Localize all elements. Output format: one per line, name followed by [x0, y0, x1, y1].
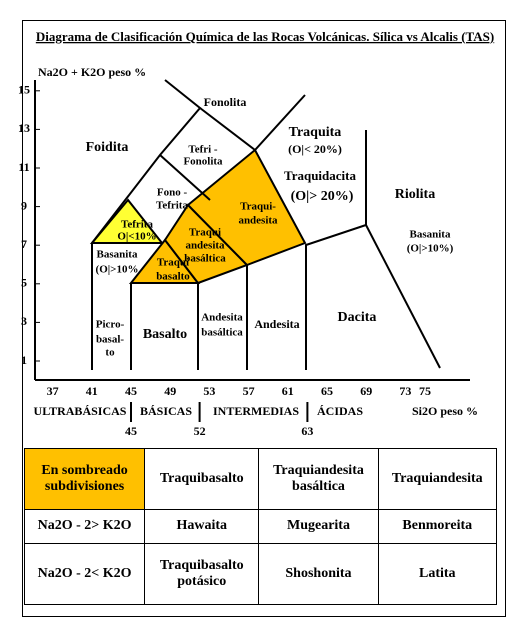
- region-label: Picro-: [96, 319, 125, 331]
- group-limit-label: 52: [194, 424, 206, 438]
- table: En sombreado subdivisiones Traquibasalto T…: [23, 448, 498, 605]
- table-cell: En sombreado subdivisiones: [23, 448, 146, 510]
- x-tick-label: 69: [360, 384, 372, 398]
- x-tick-label: 61: [282, 384, 294, 398]
- x-tick-label: 75: [419, 384, 431, 398]
- boundary: [159, 154, 211, 201]
- table-cell: Traquiandesita: [377, 448, 498, 510]
- traquiandesita-area: [186, 148, 307, 267]
- region-label: Basanita: [410, 229, 451, 241]
- x-axis-label: Si2O peso %: [412, 404, 478, 418]
- x-tick-label: 65: [321, 384, 333, 398]
- boundary: [199, 94, 306, 152]
- tas-diagram: Diagrama de Clasificación Química de las…: [18, 29, 494, 438]
- region-label: (O|>10%): [407, 243, 454, 255]
- y-tick-label: 1: [21, 353, 27, 367]
- region-label: Tefrita: [121, 219, 153, 231]
- region-label: Foidita: [86, 140, 129, 155]
- table-cell: Na2O - 2> K2O: [23, 508, 146, 545]
- x-tick-label: 41: [86, 384, 98, 398]
- x-tick-label: 73: [399, 384, 411, 398]
- table-cell: Latita: [377, 543, 498, 605]
- x-tick-label: 57: [243, 384, 255, 398]
- silica-group: ULTRABÁSICAS: [34, 404, 127, 418]
- x-tick-label: 49: [164, 384, 176, 398]
- region-label: (O|> 20%): [291, 189, 354, 204]
- region-label: Tefrita: [156, 200, 188, 212]
- region-label: Basanita: [97, 249, 138, 261]
- region-label: basáltica: [184, 253, 226, 265]
- region-label: Andesita: [254, 317, 299, 331]
- region-label: Traquita: [289, 125, 342, 140]
- y-tick-label: 15: [18, 83, 30, 97]
- region-label: andesita: [238, 215, 278, 227]
- x-tick-label: 45: [125, 384, 137, 398]
- boundary: [305, 130, 367, 370]
- region-label: Andesita: [201, 312, 243, 324]
- silica-group: ÁCIDAS: [317, 404, 363, 418]
- y-tick-label: 5: [21, 276, 27, 290]
- x-tick-label: 37: [47, 384, 59, 398]
- tefrita-area: [89, 198, 165, 244]
- region-label: Traqui: [157, 257, 189, 269]
- region-label: Tefri -: [188, 144, 218, 156]
- region-label: basáltica: [201, 327, 243, 339]
- region-label: Traqui: [189, 227, 221, 239]
- region-label: (O|< 20%): [288, 142, 342, 156]
- y-tick-label: 7: [21, 237, 27, 251]
- y-tick-label: 11: [18, 160, 29, 174]
- y-axis-label: Na2O + K2O peso %: [38, 65, 146, 79]
- title: Diagrama de Clasificación Química de las…: [36, 29, 494, 44]
- y-tick-label: 3: [21, 314, 27, 328]
- silica-group: INTERMEDIAS: [213, 404, 299, 418]
- group-limit-label: 45: [125, 424, 137, 438]
- table-row: Na2O - 2> K2O Hawaita Mugearita Benmoreita: [23, 508, 498, 545]
- region-label: Traquidacita: [284, 168, 356, 183]
- table-cell: Shoshonita: [258, 543, 379, 605]
- region-label: Traqui-: [240, 201, 276, 213]
- region-label: basalto: [156, 271, 190, 283]
- y-tick-label: 13: [18, 121, 30, 135]
- table-cell: Benmoreita: [377, 508, 498, 545]
- region-label: Fonolita: [183, 156, 223, 168]
- table-row: En sombreado subdivisiones Traquibasalto T…: [23, 448, 498, 510]
- region-label: Fono -: [157, 187, 188, 199]
- region-label: Dacita: [338, 310, 377, 325]
- region-label: Fonolita: [204, 95, 247, 109]
- table-cell: Traquibasalto potásico: [144, 543, 260, 605]
- table-cell: Mugearita: [258, 508, 379, 545]
- boundary: [365, 224, 441, 369]
- region-label: andesita: [185, 240, 225, 252]
- region-label: O|<10%: [117, 231, 156, 243]
- region-label: to: [105, 347, 115, 359]
- region-label: Basalto: [143, 327, 187, 342]
- region-label: basal-: [96, 334, 124, 346]
- frame: [22, 20, 506, 617]
- table-cell: Hawaita: [144, 508, 260, 545]
- table-cell: Traquiandesita basáltica: [258, 448, 379, 510]
- table-cell: Traquibasalto: [144, 448, 260, 510]
- group-limit-label: 63: [301, 424, 313, 438]
- table-row: Na2O - 2< K2O Traquibasalto potásico Shosh…: [23, 543, 498, 605]
- table-cell: Na2O - 2< K2O: [23, 543, 146, 605]
- x-tick-label: 53: [203, 384, 215, 398]
- region-label: (O|>10%: [96, 264, 139, 276]
- y-tick-label: 9: [21, 198, 27, 212]
- region-label: Riolita: [395, 187, 435, 202]
- silica-group: BÁSICAS: [140, 404, 192, 418]
